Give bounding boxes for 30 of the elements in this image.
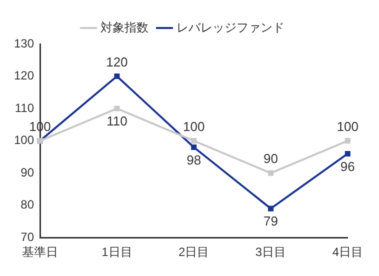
y-tick-label: 80 (20, 198, 34, 212)
point (114, 106, 120, 112)
x-tick-label: 基準日 (22, 245, 58, 260)
y-tick-label: 70 (20, 230, 34, 244)
point (268, 170, 274, 176)
point (268, 206, 274, 212)
legend-label: レバレッジファンド (176, 20, 284, 34)
data-label: 96 (340, 158, 355, 174)
y-tick-label: 120 (14, 68, 34, 83)
data-label: 100 (182, 118, 205, 134)
x-tick-label: 2日目 (178, 245, 210, 260)
data-label: 79 (264, 214, 278, 229)
x-tick-label: 4日目 (332, 245, 364, 260)
y-tick-label: 110 (14, 100, 34, 115)
x-tick-label: 3日目 (255, 245, 286, 260)
point (344, 138, 350, 144)
y-tick-label: 100 (14, 133, 34, 148)
legend-label: 対象指数 (100, 20, 148, 34)
point (344, 150, 350, 156)
point (191, 138, 197, 144)
x-tick-label: 1日目 (102, 245, 132, 260)
data-label: 98 (186, 152, 202, 168)
data-label: 120 (106, 54, 128, 70)
data-label: 90 (264, 151, 278, 166)
point (191, 144, 197, 150)
data-label: 100 (336, 118, 359, 134)
y-tick-label: 90 (20, 165, 34, 180)
data-label: 110 (106, 114, 128, 129)
point (114, 74, 120, 80)
y-tick-label: 130 (14, 36, 34, 50)
